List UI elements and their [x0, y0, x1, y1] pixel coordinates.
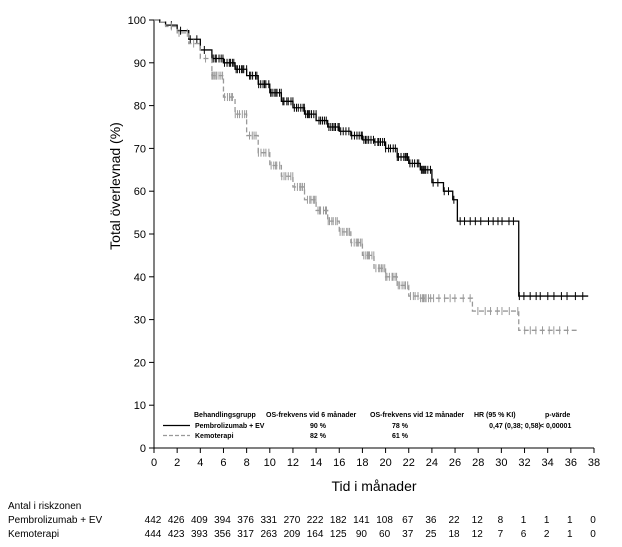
risk-count: 209: [284, 529, 301, 540]
risk-count: 25: [425, 529, 437, 540]
risk-count: 90: [356, 529, 368, 540]
legend-background: [160, 410, 580, 444]
y-axis-title: Total överlevnad (%): [107, 122, 123, 250]
x-tick-label: 38: [588, 457, 600, 469]
risk-count: 22: [448, 515, 460, 526]
legend-box: Behandlingsgrupp OS-frekvens vid 6 månade…: [160, 410, 580, 444]
x-tick-label: 6: [220, 457, 226, 469]
risk-count: 1: [567, 515, 573, 526]
x-tick-label: 30: [495, 457, 507, 469]
risk-row-label: Pembrolizumab + EV: [8, 515, 103, 526]
risk-count: 12: [472, 515, 484, 526]
risk-count: 409: [191, 515, 208, 526]
risk-count: 60: [379, 529, 391, 540]
risk-count: 426: [168, 515, 185, 526]
x-tick-label: 24: [426, 457, 438, 469]
risk-count: 1: [567, 529, 573, 540]
risk-count: 141: [353, 515, 370, 526]
x-tick-label: 16: [333, 457, 345, 469]
x-tick-label: 18: [356, 457, 368, 469]
legend-group-label: Kemoterapi: [195, 433, 234, 440]
risk-count: 37: [402, 529, 414, 540]
risk-count: 442: [145, 515, 162, 526]
risk-count: 12: [472, 529, 484, 540]
risk-count: 423: [168, 529, 185, 540]
legend-header: Behandlingsgrupp: [194, 412, 256, 419]
censor-marks-pembrolizumab-ev: [170, 21, 584, 301]
legend-hr: 0,47 (0,38; 0,58): [489, 423, 541, 430]
y-tick-label: 50: [134, 229, 146, 241]
y-tick-label: 20: [134, 357, 146, 369]
y-tick-label: 80: [134, 101, 146, 113]
risk-count: 125: [330, 529, 347, 540]
series-layer: [154, 19, 589, 335]
x-tick-label: 34: [542, 457, 554, 469]
risk-count: 108: [376, 515, 393, 526]
risk-count: 263: [260, 529, 277, 540]
risk-table: Antal i riskzonen Pembrolizumab + EV 442 42…: [8, 501, 596, 540]
y-tick-label: 30: [134, 315, 146, 327]
y-tick-label: 90: [134, 58, 146, 70]
censor-marks-kemoterapi: [170, 22, 569, 335]
x-tick-label: 32: [518, 457, 530, 469]
x-tick-label: 22: [403, 457, 415, 469]
risk-count: 0: [590, 515, 596, 526]
risk-count: 0: [590, 529, 596, 540]
risk-count: 182: [330, 515, 347, 526]
y-tick-label: 60: [134, 186, 146, 198]
legend-group-label: Pembrolizumab + EV: [195, 423, 265, 430]
x-tick-label: 26: [449, 457, 461, 469]
risk-row-label: Kemoterapi: [8, 529, 59, 540]
series-line-kemoterapi: [154, 19, 577, 331]
risk-count: 222: [307, 515, 324, 526]
legend-header: p-värde: [545, 412, 570, 419]
x-tick-label: 8: [244, 457, 250, 469]
x-tick-label: 36: [565, 457, 577, 469]
risk-count: 36: [425, 515, 437, 526]
x-tick-label: 2: [174, 457, 180, 469]
legend-header: OS-frekvens vid 12 månader: [370, 411, 464, 419]
risk-count: 444: [145, 529, 162, 540]
risk-count: 1: [521, 515, 527, 526]
x-tick-label: 0: [151, 457, 157, 469]
legend-os6: 82 %: [310, 433, 327, 440]
risk-table-title: Antal i riskzonen: [8, 501, 81, 512]
risk-count: 393: [191, 529, 208, 540]
x-tick-label: 20: [379, 457, 391, 469]
risk-count: 270: [284, 515, 301, 526]
risk-count: 376: [237, 515, 254, 526]
risk-count: 7: [498, 529, 504, 540]
y-tick-label: 40: [134, 272, 146, 284]
risk-count: 164: [307, 529, 324, 540]
x-tick-label: 10: [264, 457, 276, 469]
x-axis-title: Tid i månader: [331, 478, 416, 494]
series-line-pembrolizumab-ev: [154, 19, 589, 297]
legend-header: HR (95 % KI): [474, 412, 516, 419]
y-tick-label: 70: [134, 143, 146, 155]
y-tick-label: 100: [128, 15, 146, 27]
risk-count: 8: [498, 515, 504, 526]
risk-count: 356: [214, 529, 231, 540]
risk-count: 2: [544, 529, 550, 540]
risk-count: 331: [260, 515, 277, 526]
x-tick-label: 28: [472, 457, 484, 469]
x-tick-label: 12: [287, 457, 299, 469]
risk-count: 317: [237, 529, 254, 540]
risk-count: 394: [214, 515, 231, 526]
risk-count: 18: [448, 529, 460, 540]
y-tick-label: 0: [140, 443, 146, 455]
risk-count: 6: [521, 529, 527, 540]
x-tick-label: 14: [310, 457, 322, 469]
legend-os12: 61 %: [392, 433, 409, 440]
x-tick-label: 4: [197, 457, 203, 469]
legend-header: OS-frekvens vid 6 månader: [266, 411, 357, 419]
legend-os12: 78 %: [392, 423, 409, 430]
risk-count: 67: [402, 515, 414, 526]
legend-p-value: < 0,00001: [540, 423, 571, 430]
y-tick-label: 10: [134, 400, 146, 412]
legend-os6: 90 %: [310, 423, 327, 430]
risk-count: 1: [544, 515, 550, 526]
